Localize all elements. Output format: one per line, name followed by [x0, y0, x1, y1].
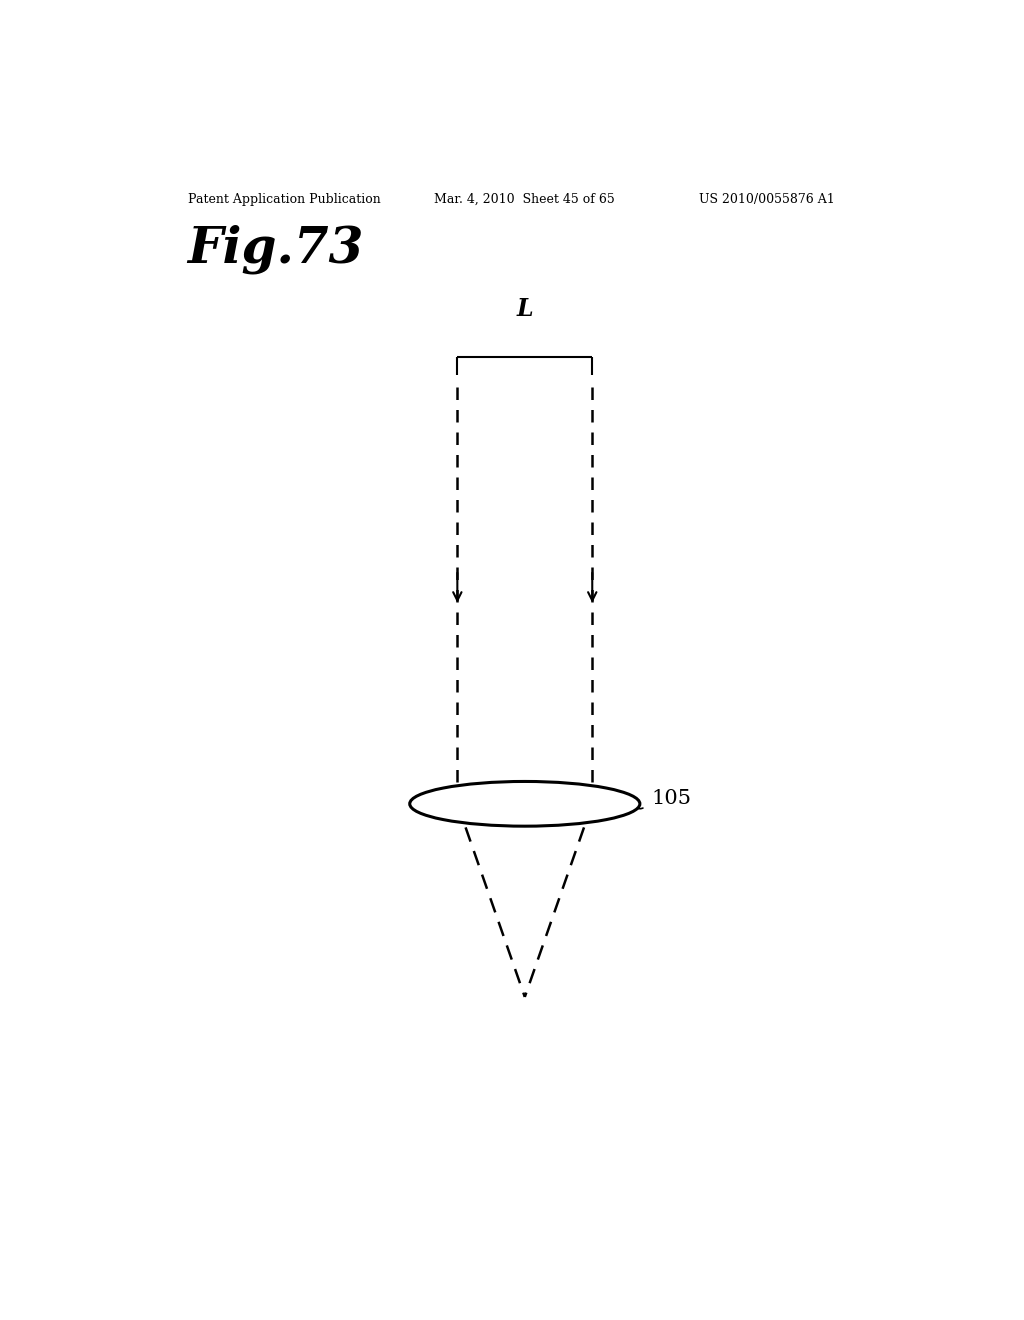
Text: Fig.73: Fig.73: [187, 224, 364, 275]
Text: Mar. 4, 2010  Sheet 45 of 65: Mar. 4, 2010 Sheet 45 of 65: [433, 193, 614, 206]
Text: Patent Application Publication: Patent Application Publication: [187, 193, 380, 206]
Ellipse shape: [410, 781, 640, 826]
Text: US 2010/0055876 A1: US 2010/0055876 A1: [699, 193, 836, 206]
Text: 105: 105: [652, 789, 692, 808]
Text: L: L: [516, 297, 534, 321]
